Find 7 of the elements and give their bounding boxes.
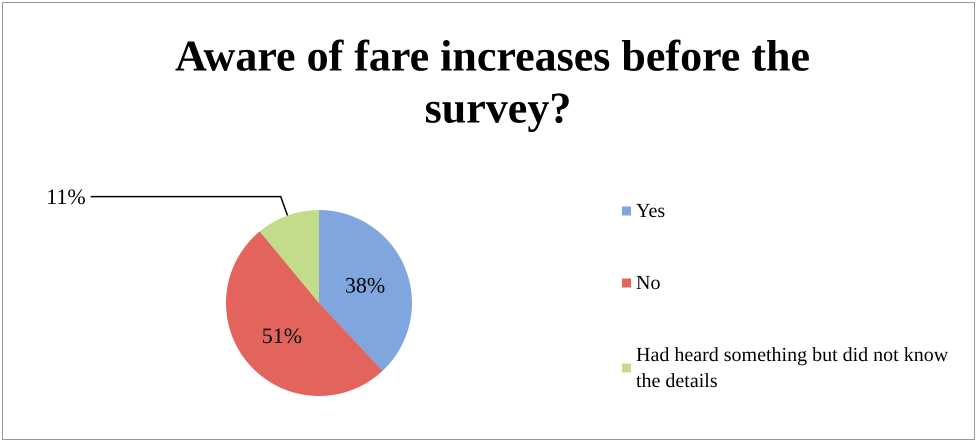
legend-label: Yes xyxy=(636,200,666,222)
chart-title: Aware of fare increases before the survey? xyxy=(175,32,821,132)
data-label: 11% xyxy=(46,184,86,210)
legend-label: No xyxy=(636,272,660,294)
legend-label: Had heard something but did not know the details xyxy=(636,344,954,392)
data-label: 51% xyxy=(262,323,302,348)
data-label: 38% xyxy=(344,272,386,298)
